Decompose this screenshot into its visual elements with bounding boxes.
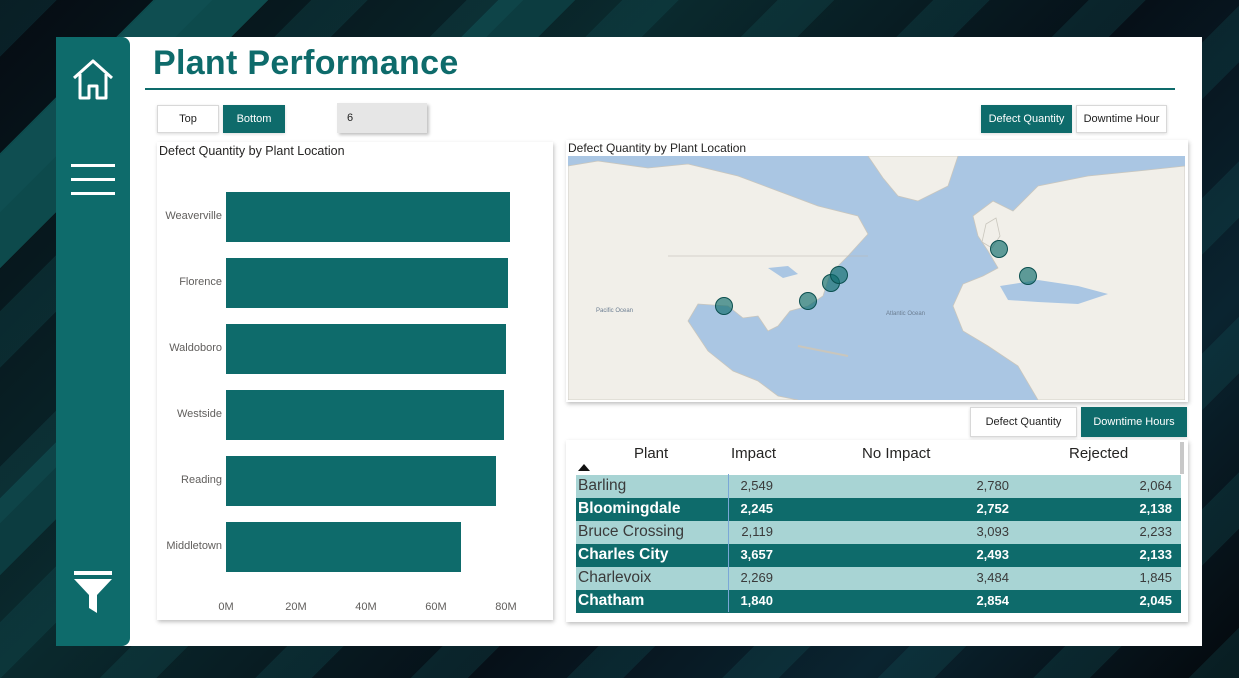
- bar-westside[interactable]: [226, 390, 504, 440]
- page-title: Plant Performance: [153, 44, 459, 82]
- cell-rejected: 2,133: [1139, 547, 1172, 562]
- map-marker[interactable]: [990, 240, 1008, 258]
- table-defect-quantity-button[interactable]: Defect Quantity: [970, 407, 1077, 437]
- table-row[interactable]: Bruce Crossing 2,119 3,093 2,233: [576, 521, 1181, 544]
- cell-plant: Barling: [578, 477, 627, 494]
- map-marker[interactable]: [715, 297, 733, 315]
- cell-rejected: 2,045: [1139, 593, 1172, 608]
- x-tick-label: 80M: [495, 601, 517, 613]
- cell-plant: Charles City: [578, 546, 669, 563]
- map-marker[interactable]: [1019, 267, 1037, 285]
- cell-rejected: 1,845: [1139, 570, 1172, 585]
- atlantic-ocean-label: Atlantic Ocean: [886, 311, 926, 317]
- pacific-ocean-label: Pacific Ocean: [596, 308, 634, 314]
- title-divider: [145, 88, 1175, 90]
- table-row[interactable]: Chatham 1,840 2,854 2,045: [576, 590, 1181, 613]
- filter-icon[interactable]: [70, 569, 116, 615]
- column-divider: [728, 474, 729, 612]
- cell-no-impact: 3,484: [976, 570, 1009, 585]
- bottom-button[interactable]: Bottom: [223, 105, 285, 133]
- cell-impact: 2,119: [741, 524, 773, 539]
- table-scrollbar[interactable]: [1180, 442, 1184, 474]
- cell-no-impact: 2,752: [976, 501, 1009, 516]
- table-downtime-hours-button[interactable]: Downtime Hours: [1081, 407, 1187, 437]
- cell-plant: Charlevoix: [578, 569, 652, 586]
- column-header-no-impact[interactable]: No Impact: [862, 445, 931, 462]
- cell-no-impact: 2,854: [976, 593, 1009, 608]
- bar-chart-title: Defect Quantity by Plant Location: [159, 144, 345, 158]
- x-tick-label: 40M: [355, 601, 377, 613]
- menu-icon[interactable]: [70, 155, 116, 201]
- cell-plant: Bloomingdale: [578, 500, 681, 517]
- bar-reading[interactable]: [226, 456, 496, 506]
- bar-middletown[interactable]: [226, 522, 461, 572]
- column-header-impact[interactable]: Impact: [731, 445, 777, 462]
- cell-impact: 2,245: [740, 501, 773, 516]
- cell-impact: 2,269: [740, 570, 773, 585]
- table-row[interactable]: Bloomingdale 2,245 2,752 2,138: [576, 498, 1181, 521]
- map-basemap: [568, 156, 1185, 400]
- home-icon[interactable]: [70, 56, 116, 102]
- map-defect-quantity-button[interactable]: Defect Quantity: [981, 105, 1072, 133]
- cell-plant: Chatham: [578, 592, 645, 609]
- map-marker[interactable]: [830, 266, 848, 284]
- column-header-rejected[interactable]: Rejected: [1069, 445, 1129, 462]
- top-n-input[interactable]: [337, 103, 427, 133]
- table-row[interactable]: Charles City 3,657 2,493 2,133: [576, 544, 1181, 567]
- cell-impact: 1,840: [740, 593, 773, 608]
- cell-no-impact: 2,493: [976, 547, 1009, 562]
- cell-impact: 2,549: [740, 478, 773, 493]
- bar-label: Waldoboro: [169, 342, 222, 354]
- x-tick-label: 0M: [218, 601, 234, 613]
- bar-label: Westside: [176, 408, 222, 420]
- bar-waldoboro[interactable]: [226, 324, 506, 374]
- column-header-plant[interactable]: Plant: [634, 445, 669, 462]
- sort-ascending-icon[interactable]: [578, 464, 590, 471]
- bar-label: Weaverville: [165, 210, 222, 222]
- table-row[interactable]: Charlevoix 2,269 3,484 1,845: [576, 567, 1181, 590]
- sidebar: [56, 37, 130, 646]
- cell-no-impact: 3,093: [976, 524, 1009, 539]
- map-canvas[interactable]: Pacific Ocean Atlantic Ocean: [568, 156, 1185, 400]
- map-title: Defect Quantity by Plant Location: [568, 141, 747, 155]
- bar-label: Middletown: [166, 540, 222, 552]
- top-button[interactable]: Top: [157, 105, 219, 133]
- cell-plant: Bruce Crossing: [578, 523, 684, 540]
- cell-rejected: 2,233: [1139, 524, 1172, 539]
- cell-rejected: 2,064: [1139, 478, 1172, 493]
- map-downtime-hour-button[interactable]: Downtime Hour: [1076, 105, 1167, 133]
- bar-weaverville[interactable]: [226, 192, 510, 242]
- cell-no-impact: 2,780: [976, 478, 1009, 493]
- bar-florence[interactable]: [226, 258, 508, 308]
- table-row[interactable]: Barling 2,549 2,780 2,064: [576, 475, 1181, 498]
- cell-rejected: 2,138: [1139, 501, 1172, 516]
- cell-impact: 3,657: [740, 547, 773, 562]
- map-marker[interactable]: [799, 292, 817, 310]
- plant-table: Plant Impact No Impact Rejected Barling 2…: [566, 440, 1188, 622]
- x-tick-label: 20M: [285, 601, 307, 613]
- x-tick-label: 60M: [425, 601, 447, 613]
- bar-label: Reading: [181, 474, 222, 486]
- bar-label: Florence: [179, 276, 222, 288]
